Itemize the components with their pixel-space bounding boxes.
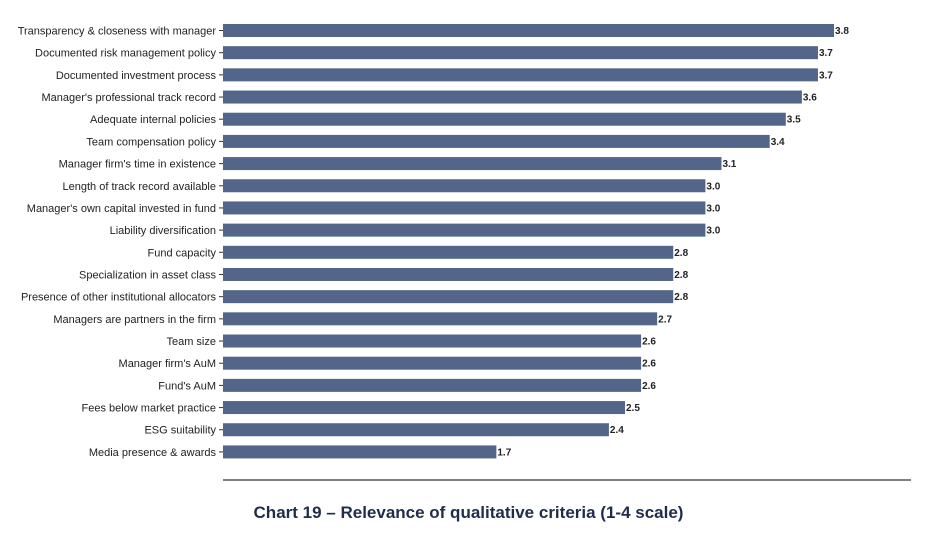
value-label: 2.4 — [610, 425, 624, 436]
category-label: Documented risk management policy — [35, 48, 216, 60]
value-label: 3.6 — [803, 93, 817, 104]
category-label: Adequate internal policies — [90, 114, 216, 126]
category-label: Specialization in asset class — [79, 269, 216, 281]
value-label: 2.7 — [658, 314, 672, 325]
category-label: Transparency & closeness with manager — [18, 26, 217, 38]
bar — [223, 157, 722, 171]
category-label: Fees below market practice — [82, 403, 217, 415]
category-label: Manager firm's time in existence — [59, 159, 216, 171]
bar — [223, 179, 706, 193]
value-label: 2.5 — [626, 403, 640, 414]
value-label: 3.7 — [819, 70, 833, 81]
category-label: Length of track record available — [63, 181, 216, 193]
bar — [223, 201, 706, 215]
category-label: Fund's AuM — [158, 380, 216, 392]
category-label: Media presence & awards — [89, 447, 217, 459]
category-label: Liability diversification — [110, 225, 216, 237]
category-label: ESG suitability — [144, 425, 216, 437]
category-label: Presence of other institutional allocato… — [21, 292, 217, 304]
bar — [223, 401, 625, 415]
value-label: 3.0 — [706, 181, 720, 192]
value-label: 3.7 — [819, 48, 833, 59]
bar — [223, 312, 658, 326]
bars-group: Transparency & closeness with manager 3.8… — [18, 24, 849, 459]
bar — [223, 378, 642, 392]
bar — [223, 24, 835, 37]
value-label: 3.0 — [706, 226, 720, 237]
bar — [223, 356, 642, 370]
bar — [223, 68, 818, 82]
bar — [223, 423, 609, 437]
category-label: Manager firm's AuM — [119, 358, 216, 370]
category-label: Manager's professional track record — [41, 92, 216, 104]
value-label: 1.7 — [497, 447, 511, 458]
category-label: Managers are partners in the firm — [53, 314, 216, 326]
value-label: 3.4 — [771, 137, 785, 148]
chart-caption: Chart 19 – Relevance of qualitative crit… — [253, 503, 684, 522]
bar — [223, 134, 770, 148]
value-label: 3.8 — [835, 26, 849, 37]
bar — [223, 334, 642, 348]
value-label: 2.8 — [674, 270, 688, 281]
value-label: 2.8 — [674, 292, 688, 303]
bar — [223, 445, 497, 459]
category-label: Team compensation policy — [86, 136, 216, 148]
bar — [223, 245, 674, 259]
bar — [223, 267, 674, 281]
value-label: 2.6 — [642, 381, 656, 392]
bar — [223, 112, 786, 126]
bar — [223, 223, 706, 237]
value-label: 2.8 — [674, 248, 688, 259]
bar — [223, 290, 674, 304]
value-label: 2.6 — [642, 359, 656, 370]
category-label: Fund capacity — [148, 247, 217, 259]
value-label: 3.5 — [787, 115, 801, 126]
bar — [223, 90, 802, 104]
value-label: 3.1 — [722, 159, 736, 170]
category-label: Documented investment process — [56, 70, 217, 82]
value-label: 3.0 — [706, 203, 720, 214]
value-label: 2.6 — [642, 337, 656, 348]
category-label: Manager's own capital invested in fund — [27, 203, 216, 215]
bar — [223, 46, 818, 60]
category-label: Team size — [166, 336, 216, 348]
